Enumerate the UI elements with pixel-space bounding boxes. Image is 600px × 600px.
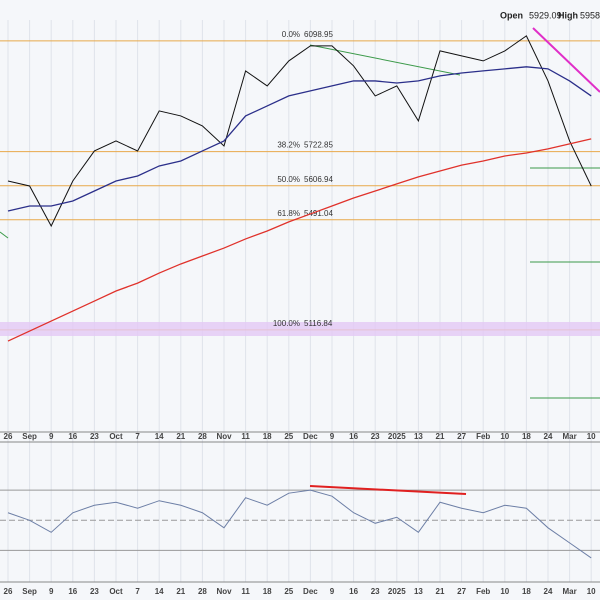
x-tick-label: 16 <box>349 432 358 441</box>
fib-value: 6098.95 <box>304 30 333 39</box>
x-tick-label: 27 <box>457 432 466 441</box>
trend-line <box>532 27 600 93</box>
price-line <box>7 35 592 228</box>
header-value: 5958 <box>580 10 600 20</box>
fib-label: 0.0% <box>282 30 300 39</box>
x-tick-label: 10 <box>500 587 509 596</box>
x-tick-label: 11 <box>241 432 250 441</box>
x-tick-label: 2025 <box>388 587 406 596</box>
x-tick-label: 14 <box>155 432 164 441</box>
x-tick-label: 18 <box>522 587 531 596</box>
fib-label: 38.2% <box>277 141 300 150</box>
header-label: High <box>558 10 578 20</box>
header-value: 5929.09 <box>529 10 562 20</box>
x-tick-label: 7 <box>135 587 140 596</box>
divergence-line <box>309 485 467 495</box>
fib-zone <box>0 322 600 336</box>
x-tick-label: 2025 <box>388 432 406 441</box>
x-tick-label: Dec <box>303 432 318 441</box>
x-tick-label: 24 <box>544 432 553 441</box>
x-tick-label: 23 <box>90 587 99 596</box>
x-tick-label: 21 <box>176 587 185 596</box>
x-tick-label: 25 <box>284 587 293 596</box>
x-tick-label: 18 <box>263 432 272 441</box>
x-tick-label: Feb <box>476 432 490 441</box>
x-tick-label: 28 <box>198 432 207 441</box>
x-tick-label: Sep <box>22 587 37 596</box>
trend-line <box>0 231 9 239</box>
x-tick-label: Sep <box>22 432 37 441</box>
x-tick-label: Mar <box>562 587 576 596</box>
x-tick-label: Nov <box>216 587 232 596</box>
x-tick-label: Nov <box>216 432 232 441</box>
rsi-line <box>7 489 592 559</box>
x-tick-label: 21 <box>176 432 185 441</box>
x-tick-label: 13 <box>414 587 423 596</box>
x-tick-label: Oct <box>109 432 123 441</box>
fib-value: 5606.94 <box>304 175 333 184</box>
x-tick-label: 24 <box>544 587 553 596</box>
x-tick-label: Mar <box>562 432 576 441</box>
x-tick-label: 25 <box>284 432 293 441</box>
x-tick-label: 18 <box>522 432 531 441</box>
x-tick-label: 26 <box>4 587 13 596</box>
fib-value: 5116.84 <box>304 319 333 328</box>
fib-value: 5722.85 <box>304 141 333 150</box>
x-tick-label: Oct <box>109 587 123 596</box>
x-tick-label: 10 <box>500 432 509 441</box>
price-line <box>7 66 592 212</box>
x-tick-label: 23 <box>371 587 380 596</box>
x-tick-label: Dec <box>303 587 318 596</box>
fib-value: 5491.04 <box>304 209 333 218</box>
fib-label: 61.8% <box>277 209 300 218</box>
price-line <box>7 138 592 342</box>
x-tick-label: 23 <box>90 432 99 441</box>
x-tick-label: 18 <box>263 587 272 596</box>
x-tick-label: 10 <box>587 587 596 596</box>
x-tick-label: 9 <box>49 432 54 441</box>
x-tick-label: 21 <box>436 432 445 441</box>
x-tick-label: 16 <box>68 587 77 596</box>
header-label: Open <box>500 10 523 20</box>
x-tick-label: 13 <box>414 432 423 441</box>
fib-label: 50.0% <box>277 175 300 184</box>
x-tick-label: Feb <box>476 587 490 596</box>
x-tick-label: 14 <box>155 587 164 596</box>
x-tick-label: 9 <box>49 587 54 596</box>
x-tick-label: 16 <box>349 587 358 596</box>
fib-label: 100.0% <box>273 319 300 328</box>
x-tick-label: 27 <box>457 587 466 596</box>
trend-line <box>309 44 461 76</box>
x-tick-label: 9 <box>330 432 335 441</box>
x-tick-label: 23 <box>371 432 380 441</box>
x-tick-label: 9 <box>330 587 335 596</box>
x-tick-label: 28 <box>198 587 207 596</box>
x-tick-label: 26 <box>4 432 13 441</box>
x-tick-label: 16 <box>68 432 77 441</box>
x-tick-label: 7 <box>135 432 140 441</box>
x-tick-label: 11 <box>241 587 250 596</box>
x-tick-label: 10 <box>587 432 596 441</box>
x-tick-label: 21 <box>436 587 445 596</box>
